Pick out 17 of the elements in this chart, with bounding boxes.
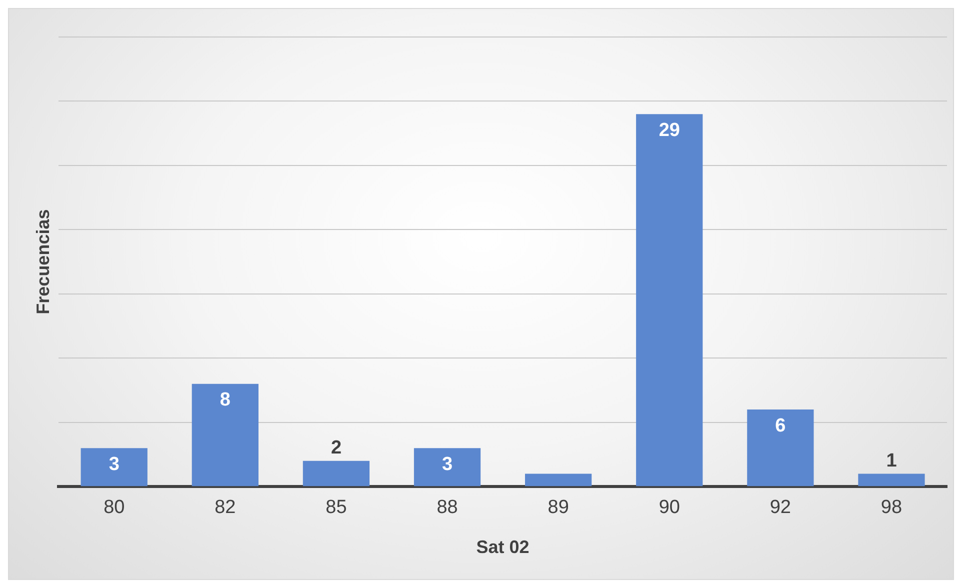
y-axis-title: Frecuencias <box>32 209 53 314</box>
x-tick-label: 85 <box>326 497 347 518</box>
data-label: 29 <box>658 120 680 141</box>
data-label: 6 <box>775 415 786 436</box>
x-tick-label: 88 <box>436 497 458 518</box>
x-tick-label: 89 <box>548 497 569 518</box>
x-tick-label: 80 <box>104 497 125 518</box>
data-label: 1 <box>886 450 898 472</box>
x-tick-label: 82 <box>214 497 236 518</box>
x-axis-title: Sat 02 <box>476 537 530 558</box>
data-label: 2 <box>330 438 342 459</box>
data-label: 3 <box>108 454 120 475</box>
x-tick-label: 92 <box>770 497 791 518</box>
data-label: 3 <box>442 454 453 475</box>
data-label: 8 <box>220 390 230 411</box>
x-tick-label: 90 <box>658 497 680 518</box>
x-tick-label: 98 <box>880 497 902 518</box>
